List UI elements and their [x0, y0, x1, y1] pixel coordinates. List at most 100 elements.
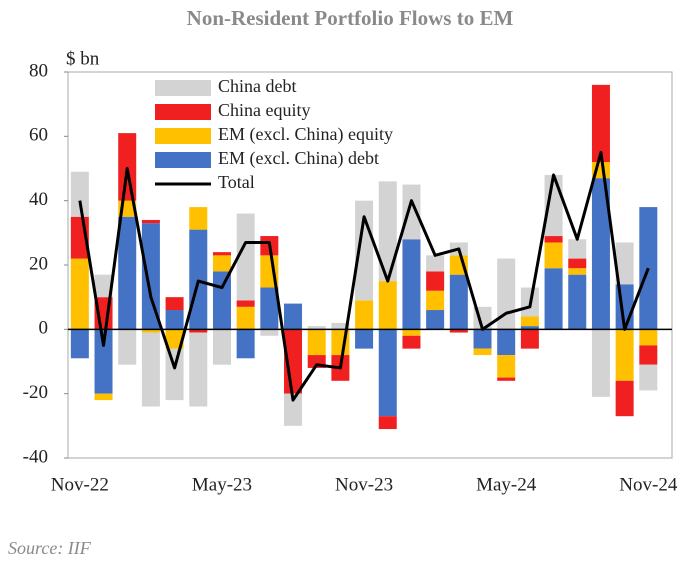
bar-segment — [449, 274, 468, 330]
legend-swatch — [155, 152, 211, 168]
legend-swatch — [155, 80, 211, 96]
bar-segment — [70, 258, 89, 330]
bar-segment — [70, 329, 89, 359]
y-tick-label: -20 — [23, 382, 48, 403]
source: Source: IIF — [8, 538, 92, 558]
bar-segment — [520, 326, 539, 330]
bar-segment — [189, 229, 208, 330]
legend-swatch — [155, 128, 211, 144]
bar-segment — [141, 219, 160, 224]
x-tick-label: Nov-23 — [335, 474, 393, 495]
legend-swatch — [155, 104, 211, 120]
bar-segment — [639, 329, 658, 346]
bar-segment — [568, 258, 587, 269]
bar-segment — [426, 271, 445, 291]
bar-segment — [520, 316, 539, 327]
bar-segment — [591, 178, 610, 330]
bar-segment — [70, 171, 89, 217]
total-line — [78, 150, 650, 402]
bar-segment — [568, 274, 587, 330]
bar-segment — [426, 310, 445, 330]
legend-label: EM (excl. China) debt — [218, 148, 379, 169]
legend-label: Total — [218, 172, 255, 192]
bar-segment — [544, 242, 563, 269]
bar-segment — [426, 290, 445, 311]
bar-segment — [284, 393, 303, 426]
bar-segment — [94, 274, 113, 298]
bar-segment — [212, 255, 231, 272]
legend-label: EM (excl. China) equity — [218, 124, 393, 145]
bar-segment — [307, 329, 326, 356]
bar-segment — [165, 310, 184, 330]
bar-segment — [520, 329, 539, 349]
bar-segment — [94, 393, 113, 401]
bar-segment — [212, 329, 231, 365]
bar-segment — [378, 281, 397, 330]
x-tick-label: May-24 — [476, 474, 537, 495]
x-tick-label: May-23 — [192, 474, 252, 495]
bar-segment — [639, 364, 658, 391]
y-tick-label: 40 — [29, 189, 48, 210]
bar-segment — [615, 329, 634, 381]
bar-segment — [284, 303, 303, 330]
bar-segment — [402, 184, 421, 240]
bar-segment — [118, 329, 137, 365]
bar-segment — [591, 329, 610, 397]
bar-segment — [165, 329, 184, 349]
bar-segment — [639, 345, 658, 365]
bar-segment — [141, 332, 160, 407]
bar-segment — [426, 255, 445, 272]
bar-segment — [260, 329, 279, 336]
bar-segment — [497, 377, 516, 381]
bar-segment — [236, 306, 255, 330]
bar-segment — [449, 329, 468, 333]
bar-segment — [260, 287, 279, 330]
y-tick-label: -40 — [23, 446, 48, 467]
bar-segment — [378, 181, 397, 282]
bar-segment — [402, 329, 421, 336]
bar-segment — [378, 329, 397, 417]
bar-segment — [591, 84, 610, 163]
bar-segment — [355, 329, 374, 349]
bar-segment — [141, 223, 160, 330]
bar-segment — [236, 329, 255, 359]
bar-segment — [544, 236, 563, 243]
bar-segment — [568, 268, 587, 275]
bar-segment — [236, 300, 255, 307]
x-tick-label: Nov-22 — [51, 474, 109, 495]
bar-segment — [236, 213, 255, 301]
bar-segment — [402, 239, 421, 330]
bar-segment — [141, 329, 160, 333]
chart-title: Non-Resident Portfolio Flows to EM — [187, 6, 514, 30]
bar-segment — [497, 355, 516, 378]
bar-segment — [165, 348, 184, 401]
bar-segment — [118, 133, 137, 201]
bar-segment — [189, 329, 208, 333]
bar-segment — [94, 329, 113, 394]
bar-segment — [189, 332, 208, 407]
bar-segment — [212, 252, 231, 256]
bar-segment — [497, 329, 516, 356]
bar-segment — [378, 416, 397, 430]
bar-segment — [165, 297, 184, 311]
bar-segment — [568, 239, 587, 259]
y-tick-label: 80 — [29, 60, 48, 81]
bar-segment — [473, 348, 492, 356]
bar-segment — [307, 326, 326, 330]
bar-segment — [402, 335, 421, 349]
legend-label: China equity — [218, 100, 311, 120]
bar-segment — [331, 322, 350, 330]
x-tick-label: Nov-24 — [619, 474, 678, 495]
y-tick-label: 0 — [39, 318, 49, 339]
bar-segment — [615, 380, 634, 417]
y-tick-label: 20 — [29, 253, 48, 274]
y-tick-label: 60 — [29, 125, 48, 146]
bar-segment — [544, 268, 563, 330]
y-axis-label: $ bn — [66, 48, 100, 69]
bar-segment — [615, 242, 634, 285]
bar-segment — [473, 329, 492, 349]
bar-segment — [189, 207, 208, 230]
bar-segment — [118, 216, 137, 330]
legend-label: China debt — [218, 76, 297, 96]
